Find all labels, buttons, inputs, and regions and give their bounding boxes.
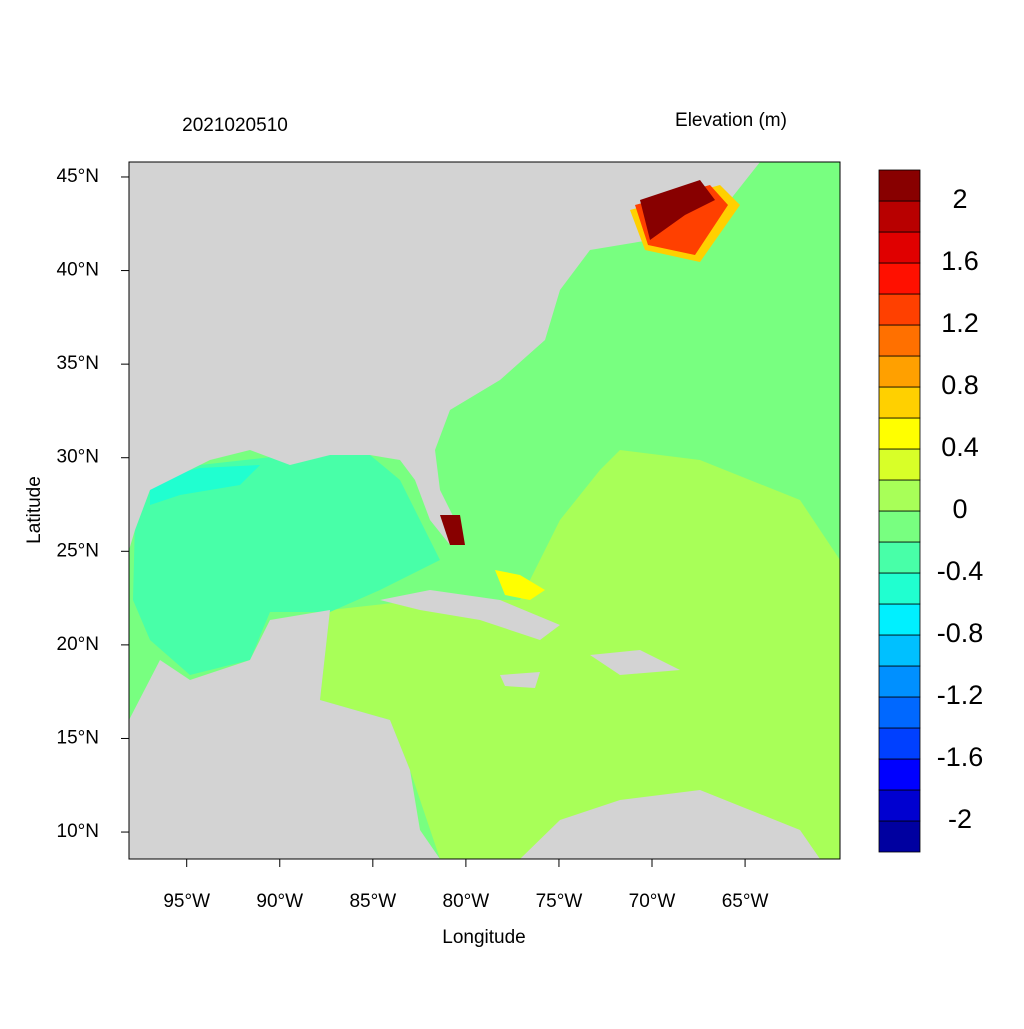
colorbar-box [878, 758, 921, 791]
colorbar-box [878, 231, 921, 264]
colorbar-box [878, 541, 921, 574]
y-tick-label: 20°N [57, 634, 99, 655]
colorbar-box [878, 665, 921, 698]
map-field [129, 162, 840, 859]
florida-high [440, 515, 465, 545]
colorbar-box [878, 417, 921, 450]
chart-subtitle: Elevation (m) [675, 110, 787, 131]
land [129, 162, 760, 550]
colorbar-box [878, 200, 921, 233]
y-tick-label: 40°N [57, 260, 99, 281]
colorbar-box [878, 603, 921, 636]
colorbar: -2 -1.6 -1.2 -0.8 -0.4 0 0.4 0.8 1.2 1.6 2 [878, 169, 984, 853]
x-tick-label: 95°W [163, 891, 210, 912]
land [380, 590, 560, 640]
colorbar-box [878, 479, 921, 512]
x-tick-label: 65°W [722, 891, 769, 912]
colorbar-box [878, 355, 921, 388]
x-tick-label: 80°W [443, 891, 490, 912]
colorbar-box [878, 634, 921, 667]
x-tick-label: 85°W [349, 891, 396, 912]
colorbar-box [878, 386, 921, 419]
colorbar-label: -0.8 [937, 618, 984, 648]
gulf [133, 455, 440, 675]
colorbar-box [878, 448, 921, 481]
colorbar-label: -1.6 [937, 742, 984, 772]
chart-title: 2021020510 [182, 115, 288, 136]
y-axis-label: Latitude [24, 476, 45, 544]
colorbar-label: -0.4 [937, 556, 984, 586]
plot-frame [128, 161, 841, 860]
colorbar-box [878, 262, 921, 295]
colorbar-box [878, 696, 921, 729]
colorbar-label: 0 [952, 494, 967, 524]
x-tick-label: 70°W [629, 891, 676, 912]
colorbar-box [878, 789, 921, 822]
colorbar-label: 1.6 [941, 246, 979, 276]
colorbar-label: 0.8 [941, 370, 979, 400]
y-tick-label: 10°N [57, 821, 99, 842]
colorbar-label: 0.4 [941, 432, 979, 462]
caribbean [320, 450, 840, 859]
bahamas-high [495, 570, 545, 600]
northeast-high [640, 180, 715, 240]
colorbar-label: 2 [952, 184, 967, 214]
x-tick-label: 75°W [536, 891, 583, 912]
x-tick-label: 90°W [256, 891, 303, 912]
land [129, 610, 440, 859]
land [520, 790, 820, 859]
colorbar-label: -1.2 [937, 680, 984, 710]
colorbar-box [878, 727, 921, 760]
land [590, 650, 680, 675]
colorbar-box [878, 169, 921, 202]
y-tick-label: 45°N [57, 166, 99, 187]
colorbar-label: 1.2 [941, 308, 979, 338]
y-tick-label: 15°N [57, 727, 99, 748]
colorbar-box [878, 510, 921, 543]
x-axis-label: Longitude [442, 927, 525, 948]
colorbar-box [878, 820, 921, 853]
y-tick-label: 35°N [57, 353, 99, 374]
colorbar-box [878, 572, 921, 605]
land [500, 672, 540, 688]
y-tick-label: 25°N [57, 540, 99, 561]
colorbar-box [878, 324, 921, 357]
colorbar-box [878, 293, 921, 326]
y-tick-label: 30°N [57, 447, 99, 468]
colorbar-label: -2 [948, 804, 972, 834]
